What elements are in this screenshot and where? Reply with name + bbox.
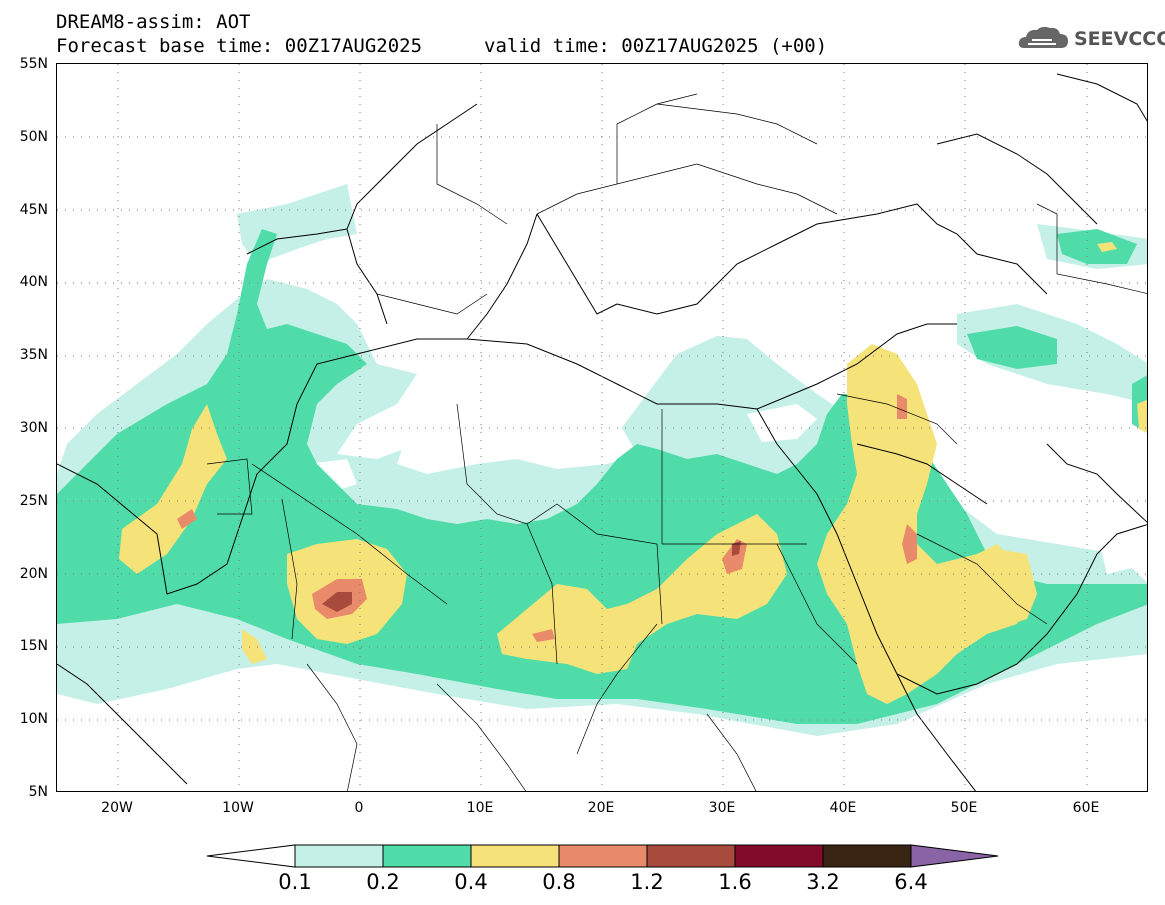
colorbar-label: 0.2 bbox=[366, 870, 400, 894]
x-tick-label: 20E bbox=[587, 800, 615, 816]
cloud-icon bbox=[1018, 26, 1068, 48]
colorbar-over-arrow bbox=[910, 844, 999, 868]
x-tick-label: 40E bbox=[829, 800, 857, 816]
x-tick-label: 20W bbox=[101, 800, 133, 816]
title-valid-time: valid time: 00Z17AUG2025 (+00) bbox=[484, 35, 828, 57]
y-tick-label: 35N bbox=[19, 347, 48, 363]
colorbar-swatch bbox=[734, 844, 824, 868]
x-tick-label: 10E bbox=[466, 800, 494, 816]
y-tick-label: 45N bbox=[19, 202, 48, 218]
colorbar-label: 1.6 bbox=[718, 870, 752, 894]
x-tick-label: 50E bbox=[950, 800, 978, 816]
colorbar-label: 0.4 bbox=[454, 870, 488, 894]
y-tick-label: 25N bbox=[19, 493, 48, 509]
logo-text: SEEVCCC bbox=[1074, 28, 1165, 50]
y-tick-label: 55N bbox=[19, 56, 48, 72]
colorbar-swatch bbox=[470, 844, 560, 868]
colorbar-swatch bbox=[294, 844, 384, 868]
colorbar-label: 6.4 bbox=[894, 870, 928, 894]
colorbar-under-arrow bbox=[206, 844, 296, 868]
x-tick-label: 0 bbox=[354, 800, 364, 816]
y-tick-label: 10N bbox=[19, 711, 48, 727]
colorbar-label: 0.8 bbox=[542, 870, 576, 894]
y-tick-label: 15N bbox=[19, 638, 48, 654]
aot-map bbox=[56, 63, 1148, 792]
x-tick-label: 10W bbox=[222, 800, 254, 816]
colorbar-label: 0.1 bbox=[278, 870, 312, 894]
colorbar-swatch bbox=[822, 844, 912, 868]
y-tick-label: 5N bbox=[28, 784, 48, 800]
colorbar-swatch bbox=[646, 844, 736, 868]
borders bbox=[206, 93, 1147, 791]
colorbar bbox=[206, 844, 999, 868]
y-tick-label: 20N bbox=[19, 566, 48, 582]
title-base-time: Forecast base time: 00Z17AUG2025 bbox=[56, 35, 423, 57]
seevccc-logo: SEEVCCC bbox=[1018, 24, 1165, 54]
x-tick-label: 60E bbox=[1072, 800, 1100, 816]
colorbar-swatch bbox=[382, 844, 472, 868]
title-line-1: DREAM8-assim: AOT bbox=[56, 11, 251, 33]
colorbar-swatch bbox=[558, 844, 648, 868]
y-tick-label: 50N bbox=[19, 129, 48, 145]
aot-band-1-2 bbox=[322, 541, 741, 612]
y-tick-label: 40N bbox=[19, 274, 48, 290]
x-tick-label: 30E bbox=[708, 800, 736, 816]
coastlines bbox=[57, 73, 1147, 791]
y-tick-label: 30N bbox=[19, 420, 48, 436]
colorbar-label: 3.2 bbox=[806, 870, 840, 894]
colorbar-label: 1.2 bbox=[630, 870, 664, 894]
